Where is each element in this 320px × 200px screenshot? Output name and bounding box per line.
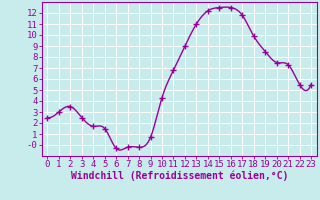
X-axis label: Windchill (Refroidissement éolien,°C): Windchill (Refroidissement éolien,°C) [70, 171, 288, 181]
